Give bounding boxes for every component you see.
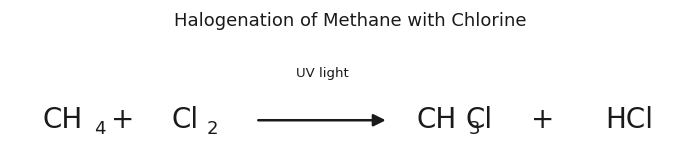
Text: 4: 4: [94, 120, 106, 138]
Text: Halogenation of Methane with Chlorine: Halogenation of Methane with Chlorine: [174, 12, 526, 30]
Text: 3: 3: [468, 120, 480, 138]
Text: UV light: UV light: [295, 67, 349, 80]
Text: +: +: [531, 106, 554, 134]
Text: CH: CH: [42, 106, 83, 134]
Text: CH: CH: [416, 106, 456, 134]
Text: Cl: Cl: [466, 106, 493, 134]
Text: HCl: HCl: [606, 106, 654, 134]
Text: 2: 2: [206, 120, 218, 138]
Text: +: +: [111, 106, 134, 134]
Text: Cl: Cl: [172, 106, 199, 134]
